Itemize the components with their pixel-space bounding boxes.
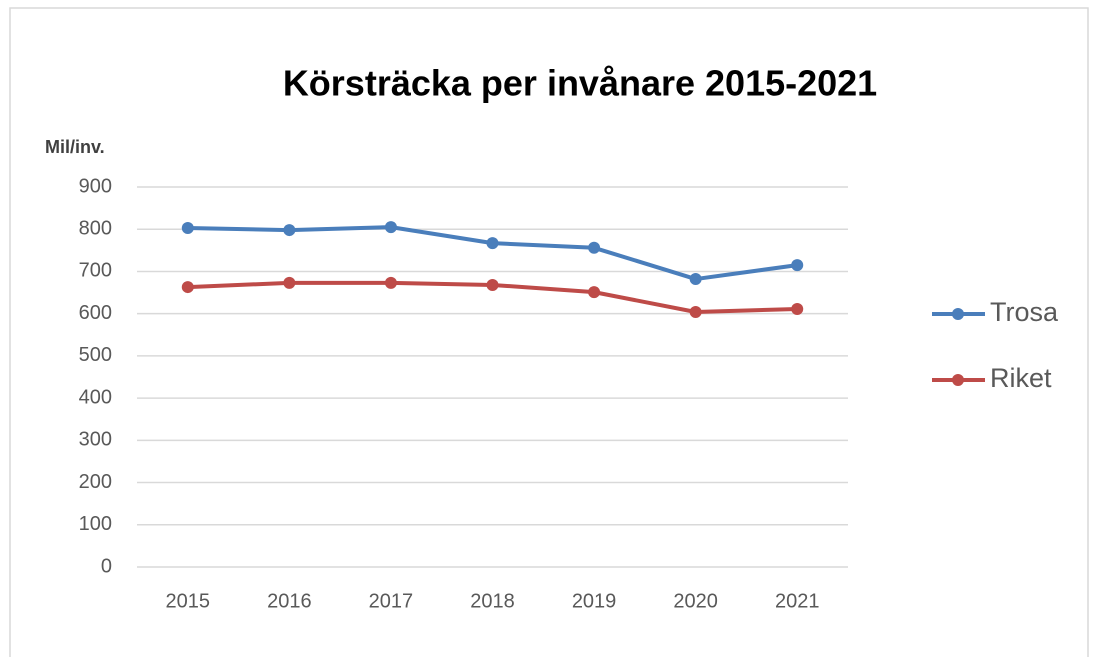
data-point — [689, 305, 702, 318]
y-tick-label: 700 — [79, 260, 112, 282]
data-point — [283, 276, 296, 289]
y-tick-label: 100 — [79, 513, 112, 535]
x-tick-label: 2019 — [572, 590, 617, 612]
legend-marker — [952, 374, 964, 386]
y-tick-label: 600 — [79, 302, 112, 324]
data-point — [181, 281, 194, 294]
legend-marker — [952, 308, 964, 320]
x-tick-label: 2015 — [166, 590, 211, 612]
x-tick-label: 2017 — [369, 590, 414, 612]
x-tick-label: 2016 — [267, 590, 312, 612]
y-tick-label: 200 — [79, 471, 112, 493]
data-point — [283, 224, 296, 237]
data-point — [588, 241, 601, 254]
y-tick-label: 400 — [79, 386, 112, 408]
data-point — [181, 221, 194, 234]
y-tick-label: 300 — [79, 429, 112, 451]
data-point — [486, 278, 499, 291]
x-tick-label: 2021 — [775, 590, 820, 612]
x-tick-label: 2020 — [673, 590, 718, 612]
data-point — [486, 237, 499, 250]
chart-frame — [9, 7, 1089, 657]
y-axis-label: Mil/inv. — [45, 137, 105, 157]
y-tick-label: 500 — [79, 344, 112, 366]
y-tick-label: 0 — [101, 555, 112, 577]
data-point — [689, 273, 702, 286]
legend-label: Trosa — [990, 297, 1059, 327]
x-tick-label: 2018 — [470, 590, 515, 612]
y-tick-label: 800 — [79, 218, 112, 240]
data-point — [588, 286, 601, 299]
data-point — [384, 221, 397, 234]
y-tick-label: 900 — [79, 175, 112, 197]
data-point — [791, 259, 804, 272]
legend-label: Riket — [990, 363, 1052, 393]
data-point — [384, 276, 397, 289]
chart-title: Körsträcka per invånare 2015-2021 — [283, 63, 877, 104]
data-point — [791, 303, 804, 316]
